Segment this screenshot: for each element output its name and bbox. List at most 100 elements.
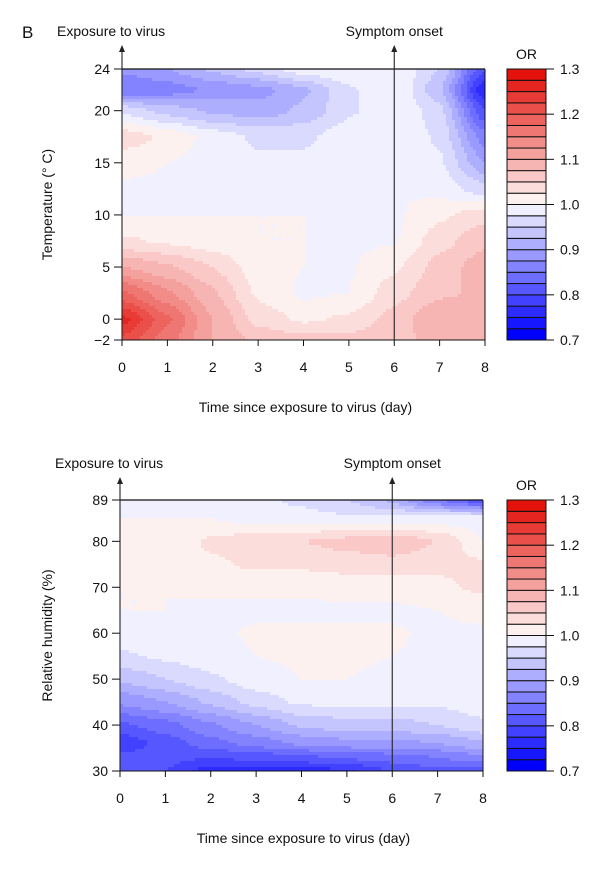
contour-cell — [143, 150, 146, 153]
contour-cell — [128, 234, 131, 237]
contour-cell — [146, 189, 149, 192]
contour-cell — [140, 333, 143, 336]
contour-cell — [155, 255, 158, 258]
contour-cell — [164, 93, 167, 96]
contour-cell — [158, 321, 161, 324]
contour-cell — [137, 321, 140, 324]
contour-cell — [140, 249, 143, 252]
contour-cell — [152, 297, 155, 300]
contour-cell — [134, 138, 137, 141]
contour-cell — [125, 186, 128, 189]
contour-cell — [167, 261, 170, 264]
contour-cell — [167, 210, 170, 213]
contour-cell — [164, 102, 167, 105]
contour-cell — [128, 165, 131, 168]
contour-cell — [155, 105, 158, 108]
contour-cell — [143, 81, 146, 84]
contour-cell — [170, 312, 173, 315]
contour-cell — [134, 267, 137, 270]
contour-cell — [164, 84, 167, 87]
contour-cell — [152, 261, 155, 264]
contour-cell — [134, 99, 137, 102]
contour-cell — [158, 219, 161, 222]
contour-cell — [170, 240, 173, 243]
contour-cell — [164, 120, 167, 123]
contour-cell — [128, 303, 131, 306]
contour-cell — [146, 213, 149, 216]
contour-cell — [134, 120, 137, 123]
contour-cell — [158, 231, 161, 234]
contour-cell — [164, 153, 167, 156]
contour-cell — [170, 264, 173, 267]
contour-cell — [146, 150, 149, 153]
contour-cell — [161, 312, 164, 315]
contour-cell — [167, 102, 170, 105]
contour-cell — [161, 126, 164, 129]
contour-cell — [146, 243, 149, 246]
contour-cell — [149, 318, 152, 321]
contour-cell — [128, 252, 131, 255]
contour-cell — [137, 333, 140, 336]
contour-cell — [167, 153, 170, 156]
contour-cell — [152, 75, 155, 78]
contour-cell — [128, 306, 131, 309]
contour-cell — [131, 171, 134, 174]
contour-cell — [149, 105, 152, 108]
contour-cell — [143, 156, 146, 159]
contour-cell — [140, 102, 143, 105]
contour-cell — [134, 231, 137, 234]
contour-cell — [161, 111, 164, 114]
contour-cell — [143, 330, 146, 333]
contour-cell — [146, 192, 149, 195]
contour-cell — [137, 138, 140, 141]
contour-cell — [140, 117, 143, 120]
contour-cell — [158, 183, 161, 186]
contour-cell — [146, 102, 149, 105]
contour-cell — [170, 105, 173, 108]
contour-cell — [140, 198, 143, 201]
contour-cell — [137, 195, 140, 198]
contour-cell — [134, 141, 137, 144]
contour-cell — [158, 75, 161, 78]
contour-cell — [167, 336, 170, 339]
contour-cell — [170, 153, 173, 156]
contour-cell — [128, 150, 131, 153]
contour-cell — [149, 288, 152, 291]
contour-cell — [161, 231, 164, 234]
contour-cell — [134, 159, 137, 162]
contour-cell — [161, 333, 164, 336]
contour-cell — [152, 111, 155, 114]
contour-cell — [137, 81, 140, 84]
contour-cell — [152, 183, 155, 186]
contour-cell — [143, 189, 146, 192]
contour-cell — [134, 165, 137, 168]
contour-cell — [170, 318, 173, 321]
contour-cell — [131, 117, 134, 120]
contour-cell — [167, 225, 170, 228]
contour-cell — [170, 192, 173, 195]
contour-cell — [131, 291, 134, 294]
contour-cell — [143, 333, 146, 336]
contour-cell — [158, 90, 161, 93]
contour-cell — [158, 177, 161, 180]
contour-cell — [164, 261, 167, 264]
contour-cell — [149, 99, 152, 102]
contour-cell — [146, 105, 149, 108]
contour-cell — [140, 150, 143, 153]
contour-cell — [134, 306, 137, 309]
contour-cell — [134, 330, 137, 333]
contour-cell — [170, 279, 173, 282]
contour-cell — [152, 81, 155, 84]
contour-cell — [152, 201, 155, 204]
contour-cell — [146, 177, 149, 180]
contour-cell — [167, 297, 170, 300]
contour-cell — [131, 321, 134, 324]
contour-cell — [155, 324, 158, 327]
contour-cell — [173, 87, 176, 90]
contour-cell — [149, 141, 152, 144]
contour-cell — [155, 321, 158, 324]
contour-cell — [134, 129, 137, 132]
contour-cell — [131, 189, 134, 192]
contour-cell — [158, 216, 161, 219]
